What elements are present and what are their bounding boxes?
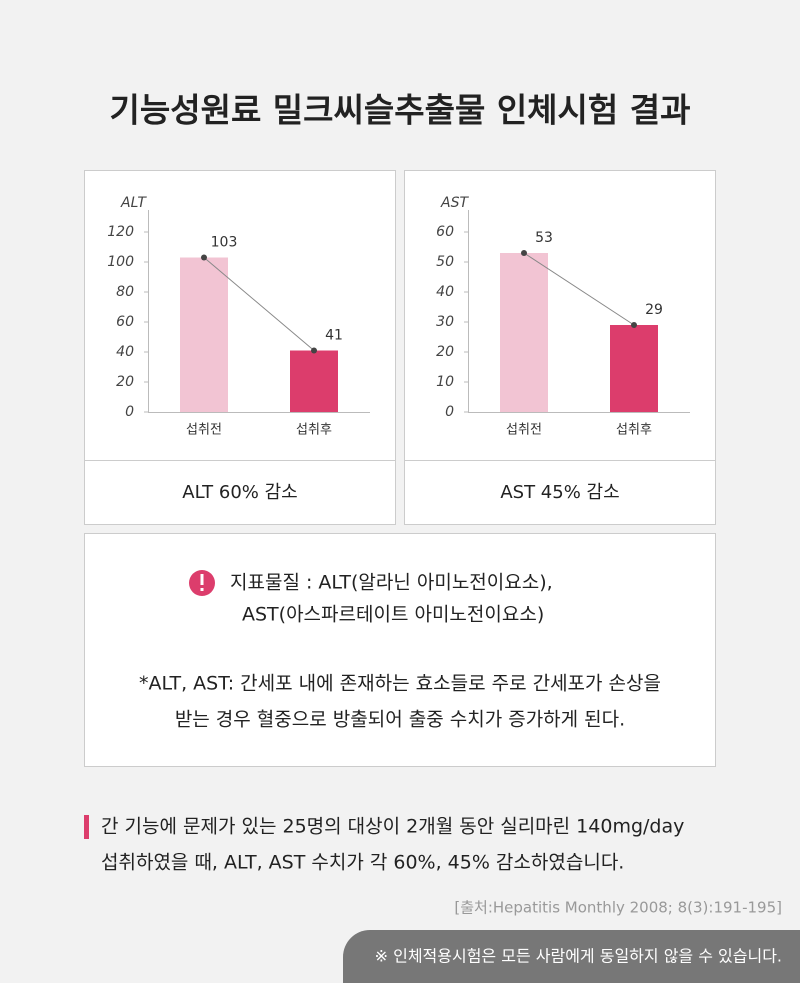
point [201,254,207,261]
axis-label: ALT [120,195,147,211]
y-tick-label: 40 [436,284,454,300]
note-line: *ALT, AST: 간세포 내에 존재하는 효소들로 주로 간세포가 손상을 [139,673,661,695]
y-tick-label: 20 [116,374,134,390]
x-tick-label: 섭취후 [616,423,652,438]
caption: ALT 60% 감소 [182,482,297,503]
value-label: 53 [535,230,553,246]
trend-line [203,257,315,351]
y-tick-label: 100 [107,254,134,270]
panel [404,170,716,525]
source: [출처:Hepatitis Monthly 2008; 8(3):191-195… [454,899,782,917]
y-tick-label: 60 [436,224,454,240]
x-tick-label: 섭취전 [186,423,222,438]
note-line: 받는 경우 혈중으로 방출되어 출중 수치가 증가하게 된다. [175,709,625,731]
summary-marker [84,815,89,839]
summary-line: 간 기능에 문제가 있는 25명의 대상이 2개월 동안 실리마린 140mg/… [101,816,684,838]
note-box [84,533,716,767]
disclaimer: ※ 인체적용시험은 모든 사람에게 동일하지 않을 수 있습니다. [375,947,782,966]
value-label: 29 [645,302,663,318]
y-tick-label: 120 [107,224,134,240]
y-tick-label: 10 [436,374,454,390]
y-tick-label: 30 [436,314,454,330]
alert-icon-bar [200,574,204,585]
y-tick-label: 60 [116,314,134,330]
y-tick-label: 0 [445,404,454,420]
axis-label: AST [440,195,469,211]
title: 기능성원료 밀크씨슬추출물 인체시험 결과 [110,91,691,130]
panel [84,170,396,525]
caption: AST 45% 감소 [500,482,619,503]
note-line: AST(아스파르테이트 아미노전이요소) [242,604,544,626]
x-tick-label: 섭취전 [506,423,542,438]
summary-line: 섭취하였을 때, ALT, AST 수치가 각 60%, 45% 감소하였습니다… [101,852,624,874]
note-line: 지표물질 : ALT(알라닌 아미노전이요소), [230,572,553,594]
value-label: 103 [211,235,238,251]
point [311,347,317,354]
trend-line [523,252,635,326]
y-tick-label: 20 [436,344,454,360]
value-label: 41 [325,328,343,344]
y-tick-label: 40 [116,344,134,360]
y-tick-label: 50 [436,254,454,270]
point [631,322,637,328]
y-tick-label: 0 [125,404,134,420]
alert-icon-dot [200,588,204,591]
bar [500,253,548,412]
y-tick-label: 80 [116,284,134,300]
bar [610,325,658,412]
bar [290,350,338,412]
point [521,250,527,256]
bar [180,257,228,412]
x-tick-label: 섭취후 [296,423,332,438]
disclaimer-bar [343,930,800,983]
